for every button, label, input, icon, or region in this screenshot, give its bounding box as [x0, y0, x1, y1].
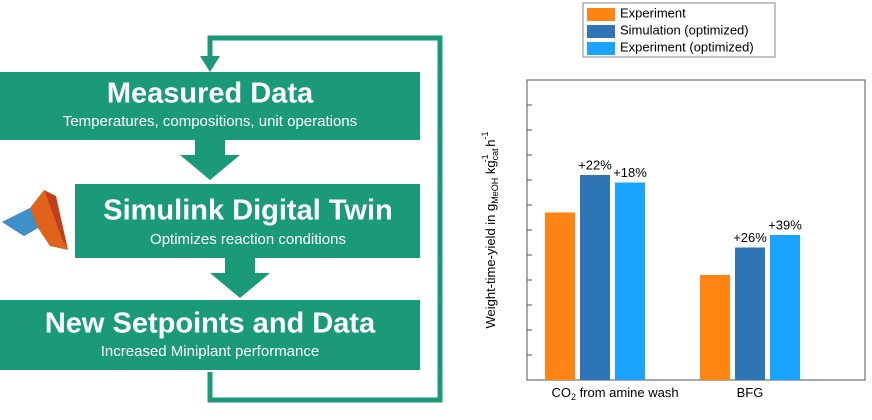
arrow-head	[200, 56, 220, 72]
matlab-icon	[2, 190, 68, 250]
bar	[700, 275, 730, 380]
chart: Weight-time-yield in gMeOH kgcat-1 h-1 C…	[480, 2, 866, 402]
label-part: -1	[480, 131, 490, 139]
step-subtitle: Optimizes reaction conditions	[150, 231, 346, 248]
step-box	[75, 184, 420, 258]
bar	[770, 235, 800, 380]
label-part: MeOH	[490, 178, 500, 204]
bar	[545, 212, 575, 380]
step-title: New Setpoints and Data	[45, 308, 376, 340]
legend-label: Simulation (optimized)	[620, 22, 749, 37]
label-part: -1	[480, 154, 490, 162]
step-box	[0, 300, 420, 370]
bar	[735, 247, 765, 380]
step-box	[0, 72, 420, 140]
x-tick-label: CO2 from amine wash	[551, 385, 678, 402]
step-subtitle: Temperatures, compositions, unit operati…	[63, 113, 357, 130]
arrow	[180, 140, 240, 180]
label-part: Weight-time-yield in g	[483, 204, 498, 329]
legend-label: Experiment	[620, 5, 686, 20]
bar-annotation: +18%	[613, 165, 647, 180]
y-axis-label: Weight-time-yield in gMeOH kgcat-1 h-1	[480, 131, 500, 328]
flow-diagram: Measured Data Temperatures, compositions…	[0, 35, 443, 403]
loop-arrow	[207, 35, 443, 403]
label-part: 2	[571, 392, 576, 402]
plot-frame	[526, 79, 866, 381]
step-title: Simulink Digital Twin	[103, 195, 392, 227]
label-part: from amine wash	[576, 385, 679, 400]
arrow	[210, 258, 270, 298]
step-title: Measured Data	[107, 78, 314, 110]
bar	[615, 182, 645, 380]
label-part: CO	[551, 385, 571, 400]
label-part: BFG	[737, 385, 764, 400]
step-subtitle: Increased Miniplant performance	[101, 343, 319, 360]
legend-swatch	[587, 8, 615, 21]
x-tick-label: BFG	[737, 385, 764, 400]
legend-label: Experiment (optimized)	[620, 39, 754, 54]
bar	[580, 175, 610, 380]
bar-annotation: +26%	[733, 230, 767, 245]
legend-swatch	[587, 42, 615, 55]
bar-annotation: +22%	[578, 157, 612, 172]
label-part: h	[483, 140, 498, 151]
legend-swatch	[587, 25, 615, 38]
label-part: cat	[490, 148, 500, 161]
label-part: kg	[483, 160, 498, 177]
bar-annotation: +39%	[768, 217, 802, 232]
